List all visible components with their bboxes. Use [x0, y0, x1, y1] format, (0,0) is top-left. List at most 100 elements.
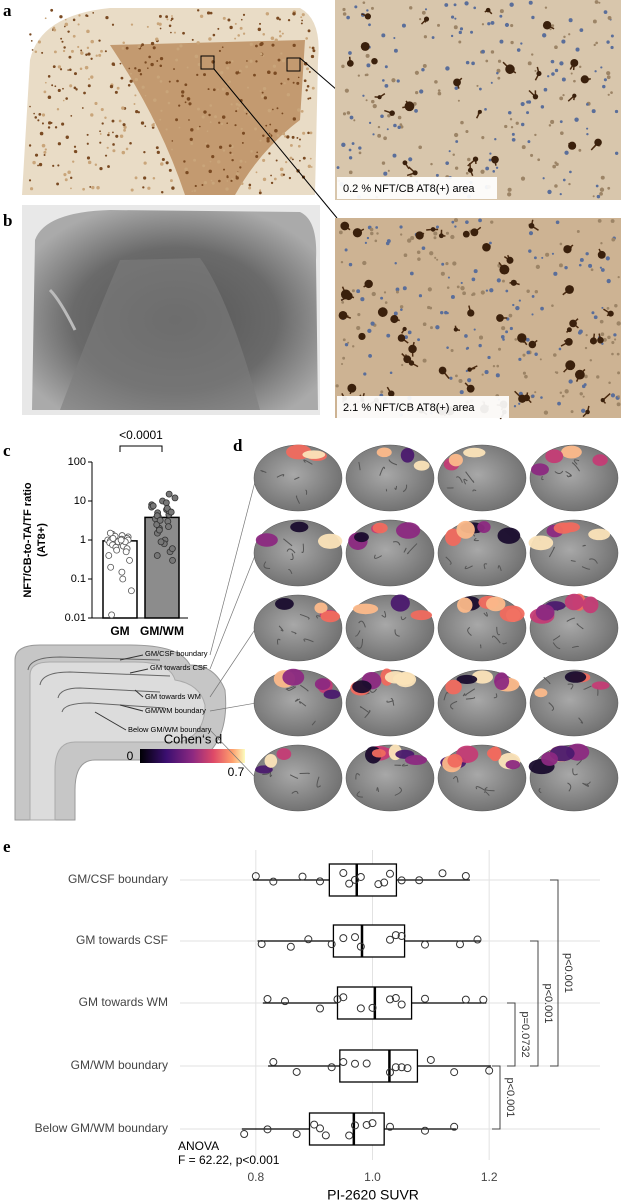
cell: [159, 27, 162, 30]
nucleus: [472, 292, 476, 296]
data-point: [257, 940, 266, 949]
tangle-body: [462, 230, 470, 238]
colorbar-min: 0: [127, 749, 134, 763]
nucleus: [563, 35, 566, 39]
nucleus: [360, 297, 365, 302]
cell: [41, 113, 46, 117]
tangle-body: [510, 279, 517, 286]
data-point: [167, 508, 175, 516]
nucleus: [467, 157, 471, 162]
brain-sulcus: [483, 563, 488, 570]
cell: [31, 49, 34, 51]
brain-sulcus: [484, 786, 495, 792]
brain-sulcus: [356, 638, 364, 649]
cell: [243, 108, 247, 112]
data-point: [281, 997, 289, 1006]
cell: [222, 16, 226, 20]
cell: [80, 49, 83, 52]
nucleus: [516, 48, 521, 52]
cell: [121, 150, 126, 155]
cell: [236, 171, 240, 176]
nucleus: [614, 151, 619, 155]
nucleus: [601, 306, 604, 309]
nucleus: [437, 91, 442, 96]
data-point: [362, 1120, 371, 1129]
cell: [259, 42, 263, 47]
nucleus: [453, 25, 458, 30]
cell: [301, 13, 305, 17]
nucleus: [362, 1, 366, 4]
cell: [277, 58, 281, 62]
data-point: [327, 1063, 336, 1072]
cell: [109, 84, 114, 89]
data-point: [345, 1131, 354, 1140]
cell: [268, 152, 271, 155]
nucleus: [353, 119, 356, 122]
cell: [284, 135, 287, 138]
nucleus: [605, 256, 610, 261]
cell: [125, 46, 129, 50]
cell: [218, 121, 221, 124]
nucleus: [594, 70, 597, 73]
brain-patch: [545, 449, 564, 464]
cell: [286, 135, 290, 139]
nucleus: [524, 374, 528, 379]
cell: [220, 70, 224, 75]
nucleus: [393, 123, 397, 128]
tangle-body: [585, 409, 590, 415]
tangle-body: [517, 333, 527, 343]
cell: [265, 12, 270, 16]
nucleus: [417, 338, 421, 342]
tangle-body: [408, 360, 415, 366]
cell: [43, 153, 46, 156]
nucleus: [434, 256, 437, 259]
data-point: [386, 935, 394, 944]
nucleus: [558, 347, 562, 351]
nucleus: [531, 295, 535, 298]
brain-sulcus: [475, 786, 486, 792]
brain-patch: [505, 760, 521, 770]
data-point: [333, 995, 342, 1004]
brain-sulcus: [381, 610, 387, 618]
nucleus: [600, 332, 605, 337]
cell: [197, 9, 200, 12]
cell: [181, 90, 185, 94]
brain-sulcus: [385, 488, 388, 492]
cell: [271, 43, 275, 47]
schematic: [14, 644, 227, 821]
brain-patch: [553, 522, 574, 534]
nucleus: [579, 28, 584, 32]
brain-sulcus: [283, 538, 293, 547]
cell: [306, 67, 309, 71]
cell: [296, 81, 300, 85]
cell: [235, 176, 239, 180]
nucleus: [342, 12, 347, 16]
data-point: [316, 877, 324, 886]
tangle-body: [338, 311, 348, 320]
nucleus: [462, 291, 466, 296]
brain-sulcus: [578, 717, 584, 724]
data-point: [108, 611, 116, 619]
nucleus: [591, 311, 595, 315]
nucleus: [384, 83, 389, 88]
cell: [159, 118, 162, 121]
nucleus: [429, 306, 433, 310]
tangle-body: [340, 289, 351, 300]
nucleus: [534, 391, 537, 394]
brain-sulcus: [355, 773, 361, 780]
nucleus: [400, 233, 403, 236]
nucleus: [564, 150, 569, 155]
brain-sulcus: [570, 560, 576, 562]
connector: [209, 729, 257, 779]
data-point: [362, 1059, 371, 1068]
brain-patch: [564, 671, 587, 683]
nucleus: [573, 79, 576, 83]
nucleus: [435, 325, 440, 330]
nucleus: [446, 286, 450, 289]
cell: [240, 127, 243, 131]
cell: [156, 60, 159, 62]
data-point: [415, 876, 424, 885]
nucleus: [344, 342, 349, 347]
caption-box: [337, 396, 509, 418]
cell: [38, 162, 43, 167]
